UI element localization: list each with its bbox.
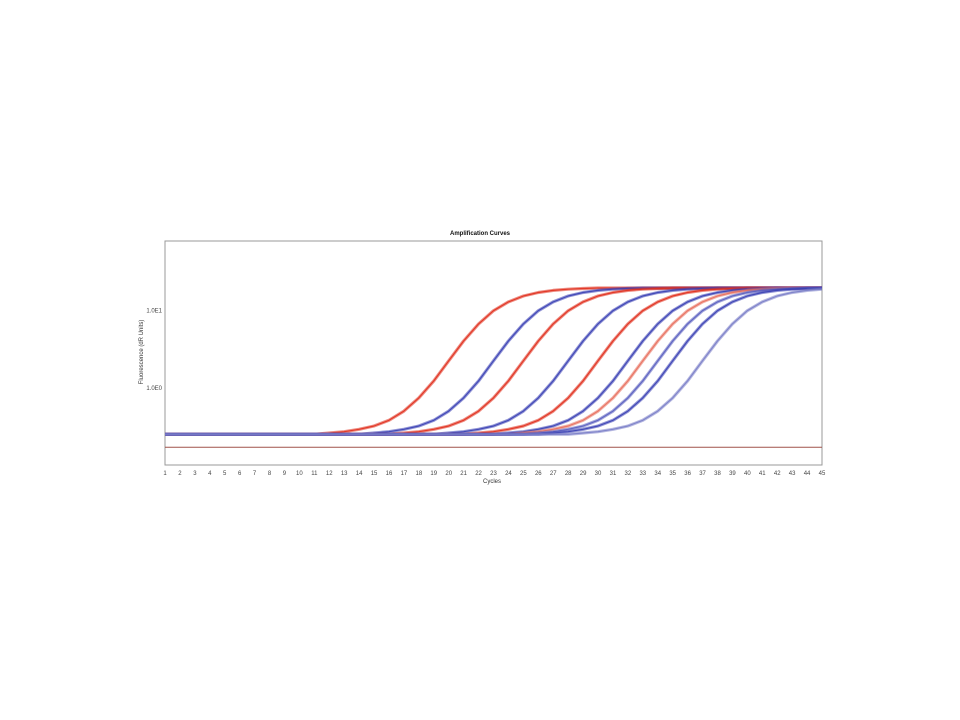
x-tick-label: 30 (595, 471, 602, 477)
x-tick-label: 33 (639, 471, 646, 477)
x-tick-label: 18 (415, 471, 422, 477)
x-tick-label: 29 (580, 471, 587, 477)
y-axis-ticks: 1.0E1 1.0E0 (146, 309, 162, 392)
x-tick-label: 41 (759, 471, 766, 477)
x-tick-label: 19 (430, 471, 437, 477)
y-tick-label: 1.0E1 (146, 309, 162, 315)
x-tick-label: 15 (371, 471, 378, 477)
x-tick-label: 43 (789, 471, 796, 477)
x-tick-label: 9 (283, 471, 287, 477)
y-axis-label: Fluorescence (dR Units) (139, 320, 145, 385)
x-tick-label: 10 (296, 471, 303, 477)
x-tick-label: 3 (193, 471, 197, 477)
x-axis-label: Cycles (483, 479, 501, 485)
series-line-10 (165, 288, 823, 435)
x-tick-label: 24 (505, 471, 512, 477)
x-tick-label: 45 (819, 471, 826, 477)
x-tick-label: 23 (490, 471, 497, 477)
x-tick-label: 2 (178, 471, 182, 477)
x-tick-label: 7 (253, 471, 257, 477)
chart-title: Amplification Curves (450, 231, 511, 237)
x-tick-label: 34 (654, 471, 661, 477)
x-tick-label: 37 (699, 471, 706, 477)
x-tick-label: 12 (326, 471, 333, 477)
x-tick-label: 4 (208, 471, 212, 477)
x-tick-label: 20 (445, 471, 452, 477)
series-layer (165, 286, 823, 436)
x-axis-ticks: 1 2 3 4 5 6 7 8 9 10 11 12 13 14 15 16 17 18 19 20 21 22 23 24 2… (163, 471, 826, 477)
x-tick-label: 16 (386, 471, 393, 477)
x-tick-label: 31 (610, 471, 617, 477)
x-tick-label: 11 (311, 471, 318, 477)
x-tick-label: 22 (475, 471, 482, 477)
plot-area (164, 240, 823, 466)
x-tick-label: 1 (163, 471, 167, 477)
x-tick-label: 28 (565, 471, 572, 477)
x-tick-label: 32 (625, 471, 632, 477)
x-tick-label: 36 (684, 471, 691, 477)
y-tick-label: 1.0E0 (146, 386, 162, 392)
x-tick-label: 14 (356, 471, 363, 477)
x-tick-label: 8 (268, 471, 272, 477)
x-tick-label: 39 (729, 471, 736, 477)
x-tick-label: 6 (238, 471, 242, 477)
x-tick-label: 26 (535, 471, 542, 477)
x-tick-label: 25 (520, 471, 527, 477)
x-tick-label: 17 (401, 471, 408, 477)
x-tick-label: 44 (804, 471, 811, 477)
x-tick-label: 13 (341, 471, 348, 477)
x-tick-label: 21 (460, 471, 467, 477)
x-tick-label: 38 (714, 471, 721, 477)
x-tick-label: 5 (223, 471, 227, 477)
x-tick-label: 42 (774, 471, 781, 477)
x-tick-label: 27 (550, 471, 557, 477)
x-tick-label: 35 (669, 471, 676, 477)
x-tick-label: 40 (744, 471, 751, 477)
